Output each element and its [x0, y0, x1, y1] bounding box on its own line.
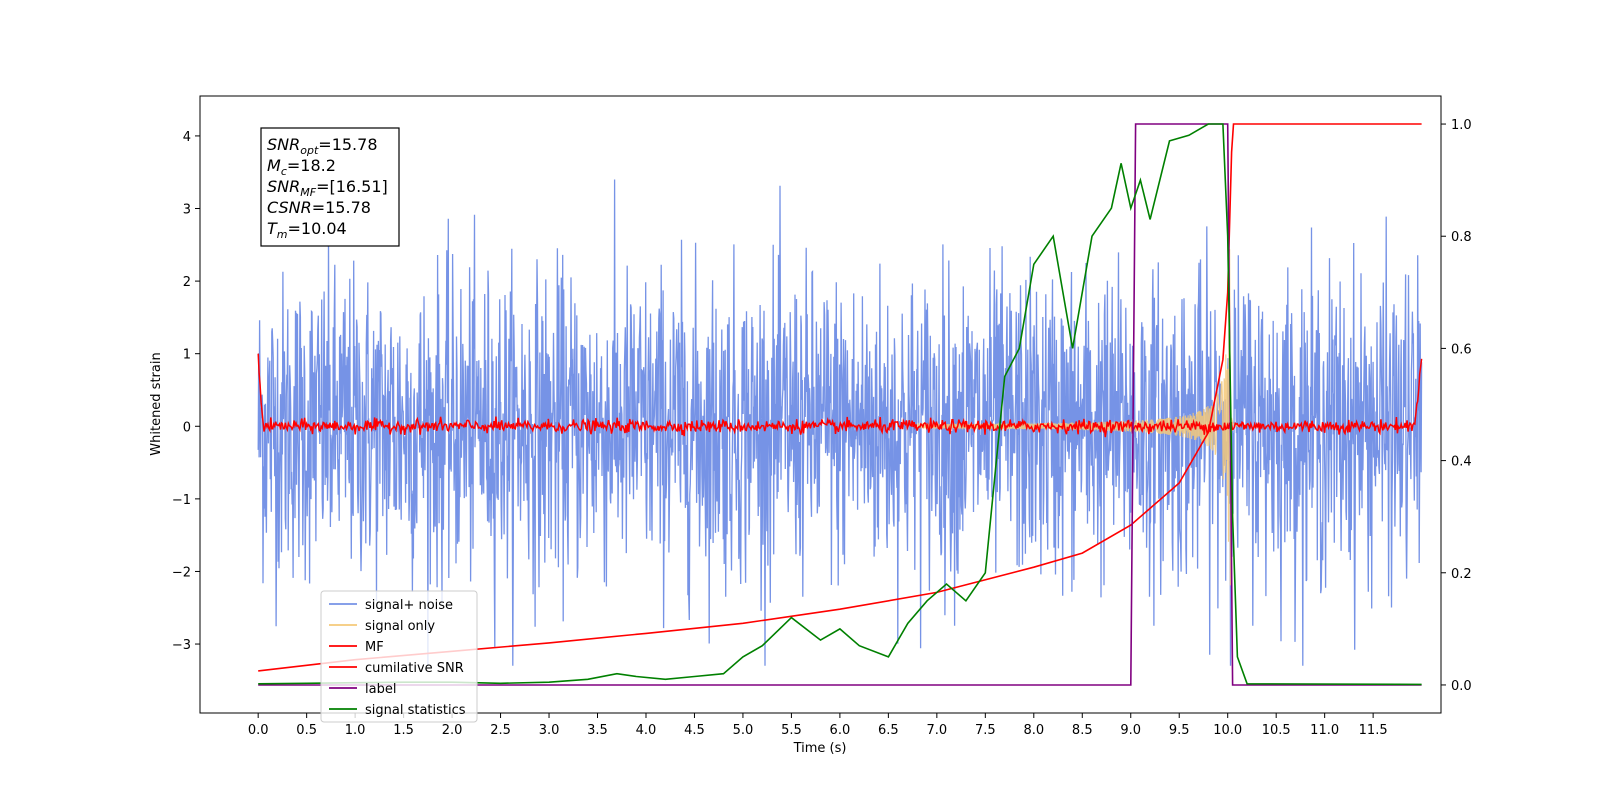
- x-tick-label: 2.0: [442, 723, 463, 738]
- info-box-frame: [260, 127, 400, 247]
- x-tick-label: 8.0: [1023, 723, 1044, 738]
- series-label: [258, 123, 1422, 686]
- x-tick-label: 10.5: [1262, 723, 1291, 738]
- y2-tick-label: 0.0: [1451, 679, 1472, 694]
- y2-tick-label: 0.4: [1451, 455, 1472, 470]
- series-signal-statistics: [258, 123, 1422, 686]
- x-tick-label: 5.5: [781, 723, 802, 738]
- y-tick-label: −3: [172, 638, 191, 653]
- y2-tick-label: 0.8: [1451, 230, 1472, 245]
- y-tick-label: 0: [183, 420, 191, 435]
- legend-label: signal statistics: [365, 703, 466, 718]
- x-tick-label: 0.5: [296, 723, 317, 738]
- x-tick-label: 3.5: [587, 723, 608, 738]
- x-tick-label: 4.5: [684, 723, 705, 738]
- x-tick-label: 1.5: [393, 723, 414, 738]
- x-tick-label: 0.0: [248, 723, 269, 738]
- x-tick-label: 2.5: [490, 723, 511, 738]
- x-tick-label: 3.0: [539, 723, 560, 738]
- series-layer: [257, 123, 1423, 686]
- x-tick-label: 9.0: [1120, 723, 1141, 738]
- y-tick-label: 1: [183, 348, 191, 363]
- y2-tick-label: 1.0: [1451, 118, 1472, 133]
- info-box: SNRopt=15.78Mc=18.2SNRMF=[16.51]CSNR=15.…: [260, 127, 400, 247]
- y2-tick-label: 0.2: [1451, 567, 1472, 582]
- ticks-layer: 0.0 0.5 1.0 1.5 2.0 2.5 3.0 3.5 4.0 4.5 5.0 5.5 6.0 6…: [172, 118, 1472, 738]
- info-line: CSNR=15.78: [267, 198, 371, 217]
- x-tick-label: 11.0: [1310, 723, 1339, 738]
- info-line: SNRMF=[16.51]: [267, 177, 388, 199]
- legend-label: cumilative SNR: [365, 661, 464, 676]
- x-tick-label: 7.0: [927, 723, 948, 738]
- x-tick-label: 11.5: [1359, 723, 1388, 738]
- series-mf: [257, 353, 1423, 438]
- legend-label: signal+ noise: [365, 598, 453, 613]
- legend-label: label: [365, 682, 396, 697]
- info-line: Tm=10.04: [267, 219, 347, 241]
- x-tick-label: 6.5: [878, 723, 899, 738]
- plot-frame: [199, 95, 1442, 714]
- y-axis-label: Whitened strain: [149, 352, 164, 455]
- y-tick-label: −2: [172, 565, 191, 580]
- info-line: SNRopt=15.78: [267, 135, 378, 157]
- x-tick-label: 1.0: [345, 723, 366, 738]
- x-tick-label: 7.5: [975, 723, 996, 738]
- y-tick-label: −1: [172, 493, 191, 508]
- y-tick-label: 4: [183, 130, 191, 145]
- legend-label: MF: [365, 640, 384, 655]
- y2-tick-label: 0.6: [1451, 342, 1472, 357]
- y-tick-label: 3: [183, 203, 191, 218]
- x-tick-label: 10.0: [1213, 723, 1242, 738]
- x-axis-label: Time (s): [793, 741, 847, 756]
- x-tick-label: 4.0: [636, 723, 657, 738]
- x-tick-label: 9.5: [1169, 723, 1190, 738]
- info-line: Mc=18.2: [267, 156, 336, 178]
- legend: signal+ noise signal only MF cumilative SNR…: [320, 590, 478, 723]
- legend-frame: [320, 590, 478, 723]
- y-tick-label: 2: [183, 275, 191, 290]
- legend-label: signal only: [365, 619, 435, 634]
- x-tick-label: 6.0: [830, 723, 851, 738]
- x-tick-label: 5.0: [733, 723, 754, 738]
- x-tick-label: 8.5: [1072, 723, 1093, 738]
